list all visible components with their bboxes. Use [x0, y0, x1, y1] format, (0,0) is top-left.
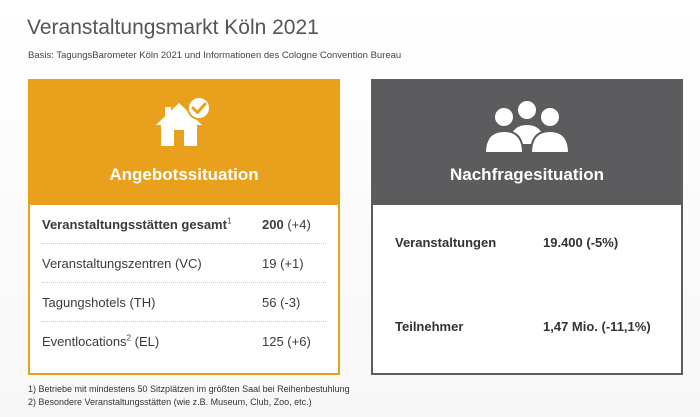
list-item: Veranstaltungsstätten gesamt1 200 (+4): [42, 205, 326, 244]
demand-panel: Nachfragesituation Veranstaltungen 19.40…: [371, 79, 683, 375]
row-label: Veranstaltungsstätten gesamt: [42, 216, 227, 232]
row-label: Teilnehmer: [395, 319, 464, 334]
people-group-icon: [483, 99, 571, 154]
list-item: Veranstaltungszentren (VC) 19 (+1): [42, 244, 326, 283]
page-subtitle: Basis: TagungsBarometer Köln 2021 und In…: [28, 50, 402, 61]
supply-heading: Angebotssituation: [109, 165, 259, 184]
footnote-1: 1) Betriebe mit mindestens 50 Sitzplätze…: [28, 384, 350, 394]
row-value: 19.400 (-5%): [543, 235, 619, 250]
row-value: 125 (+6): [262, 333, 311, 349]
row-label-suffix: (EL): [131, 333, 160, 349]
supply-panel-header: Angebotssituation: [30, 81, 338, 205]
footnote-ref: 2: [126, 333, 132, 343]
row-value-change: (+4): [283, 216, 311, 232]
row-value: 19 (+1): [262, 255, 304, 271]
row-value: 56 (-3): [262, 294, 301, 310]
supply-panel: Angebotssituation Veranstaltungsstätten …: [28, 79, 340, 375]
row-label: Eventlocations: [42, 333, 127, 349]
footnote-ref: 1: [226, 216, 232, 226]
list-item: Eventlocations2 (EL) 125 (+6): [42, 322, 326, 360]
list-item: Tagungshotels (TH) 56 (-3): [42, 283, 326, 322]
house-check-icon: [156, 96, 211, 146]
row-label: Veranstaltungen: [395, 235, 497, 250]
page-title: Veranstaltungsmarkt Köln 2021: [27, 16, 319, 39]
demand-panel-header: Nachfragesituation: [373, 81, 681, 205]
footnote-2: 2) Besondere Veranstaltungsstätten (wie …: [28, 397, 312, 407]
list-item: Veranstaltungen 19.400 (-5%): [395, 235, 671, 250]
row-label: Tagungshotels (TH): [42, 294, 156, 310]
supply-list: Veranstaltungsstätten gesamt1 200 (+4) V…: [30, 205, 338, 360]
row-value-main: 200: [262, 216, 284, 232]
row-label: Veranstaltungszentren (VC): [42, 255, 202, 271]
demand-heading: Nachfragesituation: [450, 165, 604, 184]
row-value: 1,47 Mio. (-11,1%): [543, 319, 651, 334]
list-item: Teilnehmer 1,47 Mio. (-11,1%): [395, 319, 671, 334]
